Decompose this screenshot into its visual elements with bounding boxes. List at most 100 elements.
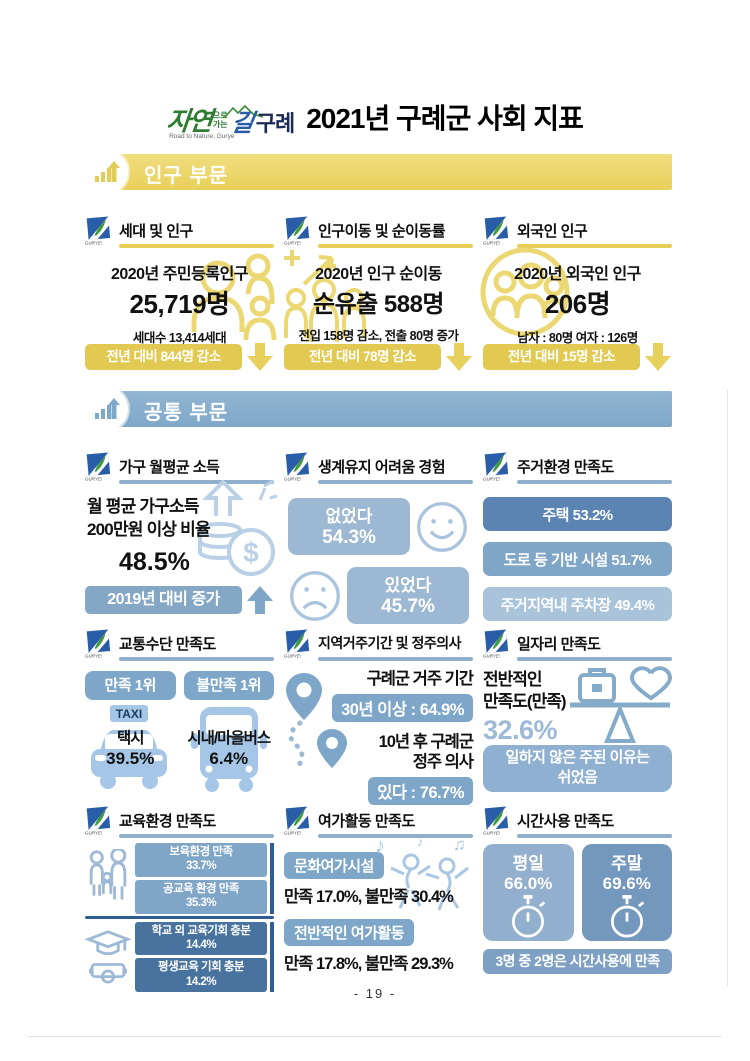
card-housing-satisfaction: GURYE! 주거환경 만족도 주택 53.2% 도로 등 기반 시설 51.7… <box>483 452 672 621</box>
card-title: 생계유지 어려움 경험 <box>318 459 446 476</box>
card-education-satisfaction: GURYE! 교육환경 만족도 <box>85 806 274 992</box>
stopwatch-icon <box>610 895 645 938</box>
card-title: 교육환경 만족도 <box>119 813 216 830</box>
yoy-badge: 2019년 대비 증가 <box>85 586 242 614</box>
card-title: 인구이동 및 순이동률 <box>318 223 446 240</box>
gurye-logo-icon: GURYE! <box>284 806 310 835</box>
gurye-logo-icon: GURYE! <box>85 806 111 835</box>
gurye-logo-icon: GURYE! <box>85 629 111 658</box>
svg-text:GURYE!: GURYE! <box>483 240 501 245</box>
yes-difficulty-box: 있었다 45.7% <box>347 567 469 624</box>
svg-text:GURYE!: GURYE! <box>85 653 103 658</box>
card-job-satisfaction: GURYE! 일자리 만족도 전반적인 만족도(만족) 32.6% <box>483 629 673 792</box>
card-value: 순유출 588명 <box>312 291 445 318</box>
svg-text:♫: ♫ <box>453 835 466 854</box>
svg-text:GURYE!: GURYE! <box>284 830 302 835</box>
yoy-badge: 전년 대비 78명 감소 <box>284 344 441 370</box>
satisfied-rank-badge: 만족 1위 <box>85 671 176 700</box>
leisure-badge-2: 전반적인 여가활동 <box>284 919 415 946</box>
divider <box>85 915 274 919</box>
income-value: 48.5% <box>119 547 190 576</box>
no-difficulty-box: 없었다 54.3% <box>288 498 410 555</box>
satisfied-value: 39.5% <box>106 749 155 769</box>
bus-icon <box>190 707 267 792</box>
logo-text-small: 으로 가는 <box>212 110 228 129</box>
chart-icon <box>84 387 128 431</box>
card-livelihood-difficulty: GURYE! 생계유지 어려움 경험 없었다 54.3% <box>284 452 473 624</box>
section-banner-population: 인구 부문 <box>84 150 672 194</box>
gurye-logo-icon: GURYE! <box>284 452 310 481</box>
page-title: 2021년 구례군 사회 지표 <box>306 103 584 134</box>
residence-answer-2: 있다 : 76.7% <box>368 776 473 805</box>
common-card-grid: GURYE! 가구 월평균 소득 $ 월 평균 가구소득 200만원 이상 비율… <box>85 452 673 992</box>
leisure-badge-1: 문화여가시설 <box>284 852 384 879</box>
card-residence-settlement: GURYE! 지역거주기간 및 정주의사 구례군 거주 기간 30년 이상 : … <box>284 629 474 805</box>
card-title: 교통수단 만족도 <box>119 636 216 653</box>
arrow-down-icon <box>645 343 671 371</box>
gurye-brand-logo: 자연 으로 가는 길 구례 Road to Nature, Gurye <box>165 96 295 140</box>
svg-text:GURYE!: GURYE! <box>85 240 103 245</box>
arrow-up-icon <box>247 586 273 614</box>
population-card-grid: GURYE! 세대 및 인구 2020년 주민등록인구 25,719명 세대수 … <box>85 216 672 372</box>
job-note-badge: 일하지 않은 주된 이유는 쉬었음 <box>483 745 672 792</box>
graduation-icon <box>85 930 131 984</box>
svg-text:GURYE!: GURYE! <box>483 476 501 481</box>
residence-question-2: 10년 후 구례군 정주 의사 <box>378 732 474 772</box>
card-title: 가구 월평균 소득 <box>119 459 220 476</box>
title-underline <box>318 657 473 661</box>
residence-question-1: 구례군 거주 기간 <box>366 670 474 688</box>
education-item: 학교 외 교육기회 충분 14.4% <box>135 921 267 956</box>
education-item: 공교육 환경 만족 35.3% <box>135 879 267 914</box>
svg-text:$: $ <box>243 537 259 568</box>
time-summary-badge: 3명 중 2명은 시간사용에 만족 <box>483 949 672 974</box>
taxi-icon: TAXI <box>91 705 167 789</box>
education-item: 보육환경 만족 33.7% <box>135 843 267 877</box>
card-title: 주거환경 만족도 <box>517 459 614 476</box>
globe-people-icon <box>480 247 570 337</box>
people-group-icon <box>191 253 277 341</box>
card-transport-satisfaction: GURYE! 교통수단 만족도 만족 1위 TAXI <box>85 629 274 792</box>
chart-icon <box>84 150 128 194</box>
logo-text-english: Road to Nature, Gurye <box>169 133 235 140</box>
card-title: 일자리 만족도 <box>517 636 601 653</box>
education-item: 평생교육 기회 충분 14.2% <box>135 958 267 992</box>
gurye-logo-icon: GURYE! <box>284 216 310 245</box>
card-detail: 세대수 13,414세대 <box>132 331 227 345</box>
svg-text:GURYE!: GURYE! <box>284 240 302 245</box>
title-underline <box>318 480 473 484</box>
svg-text:GURYE!: GURYE! <box>483 653 501 658</box>
title-underline <box>119 657 274 661</box>
page-edge-line <box>727 390 728 986</box>
svg-text:TAXI: TAXI <box>116 707 142 721</box>
svg-text:GURYE!: GURYE! <box>284 476 302 481</box>
housing-item: 주거지역내 주차장 49.4% <box>483 587 672 621</box>
family-icon <box>89 849 127 900</box>
leisure-text-2: 만족 17.8%, 불만족 29.3% <box>284 955 454 973</box>
job-value: 32.6% <box>483 715 558 746</box>
svg-text:GURYE!: GURYE! <box>284 653 302 658</box>
housing-item: 주택 53.2% <box>483 497 672 531</box>
card-subtitle: 2020년 인구 순이동 <box>315 266 442 283</box>
title-underline <box>318 834 473 838</box>
smiley-face-icon <box>417 501 467 552</box>
title-underline <box>119 480 274 484</box>
section-label-population: 인구 부문 <box>144 165 229 187</box>
gurye-logo-icon: GURYE! <box>85 216 111 245</box>
page-edge-line <box>28 1036 722 1037</box>
logo-text-gurye: 구례 <box>255 111 295 136</box>
card-title: 시간사용 만족도 <box>517 813 614 830</box>
card-subtitle: 2020년 주민등록인구 <box>110 266 249 283</box>
card-value: 25,719명 <box>129 289 230 319</box>
card-time-use-satisfaction: GURYE! 시간사용 만족도 평일 66.0% 주말 <box>483 806 672 974</box>
card-title: 세대 및 인구 <box>119 223 193 240</box>
satisfied-mode: 택시 <box>116 730 145 747</box>
unsatisfied-rank-badge: 불만족 1위 <box>183 671 274 700</box>
unsatisfied-mode: 시내/마을버스 <box>187 730 271 747</box>
card-detail: 남자 : 80명 여자 : 126명 <box>517 331 638 345</box>
document-header: 자연 으로 가는 길 구례 Road to Nature, Gurye 2021년… <box>0 96 750 140</box>
yoy-badge: 전년 대비 844명 감소 <box>85 344 242 370</box>
sad-face-icon <box>290 570 340 621</box>
page-number: - 19 - <box>353 986 397 1001</box>
card-detail: 전입 158명 감소, 전출 80명 증가 <box>298 329 459 343</box>
section-banner-common: 공통 부문 <box>84 387 672 431</box>
